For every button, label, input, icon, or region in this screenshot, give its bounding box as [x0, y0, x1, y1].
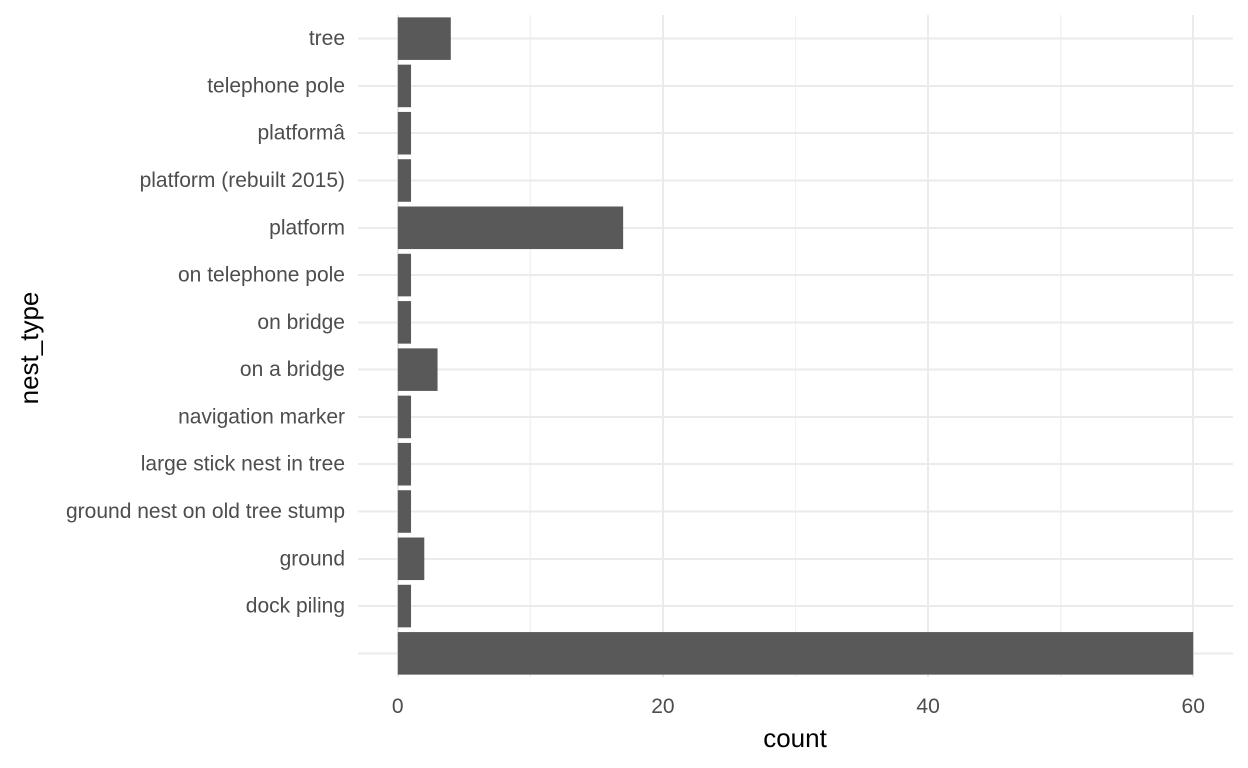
bar: [397, 537, 425, 581]
bar: [397, 17, 451, 60]
bars-layer: [397, 17, 1194, 675]
y-tick-label: ground nest on old tree stump: [66, 500, 345, 523]
bar: [397, 301, 412, 344]
bar: [397, 632, 1194, 675]
bar: [397, 253, 412, 297]
bar: [397, 584, 412, 628]
y-tick-label: platform: [269, 216, 345, 239]
y-tick-label: telephone pole: [207, 74, 345, 97]
y-tick-label: tree: [309, 27, 345, 50]
y-tick-label: large stick nest in tree: [141, 453, 345, 476]
bar: [397, 442, 412, 486]
y-tick-label: on a bridge: [240, 358, 345, 381]
bar: [397, 395, 412, 439]
x-tick-label: 20: [651, 695, 674, 718]
tick-labels-layer: tree telephone pole platformâ platform (reb…: [66, 27, 1205, 718]
y-tick-label: navigation marker: [178, 405, 345, 428]
y-axis-title: nest_type: [14, 292, 44, 405]
y-tick-label: dock piling: [246, 595, 345, 618]
bar: [397, 159, 412, 202]
bar: [397, 348, 438, 391]
x-tick-label: 40: [916, 695, 939, 718]
bar: [397, 490, 412, 533]
y-tick-label: on telephone pole: [178, 264, 345, 287]
y-tick-label: on bridge: [257, 311, 345, 334]
x-axis-title: count: [763, 723, 827, 753]
bar: [397, 206, 624, 250]
y-tick-label: ground: [280, 547, 345, 570]
y-tick-label: platform (rebuilt 2015): [140, 169, 345, 192]
x-tick-label: 0: [392, 695, 404, 718]
bar: [397, 111, 412, 155]
bar: [397, 64, 412, 108]
x-tick-label: 60: [1182, 695, 1205, 718]
grid-layer: [358, 15, 1233, 677]
y-tick-label: platformâ: [257, 122, 345, 145]
